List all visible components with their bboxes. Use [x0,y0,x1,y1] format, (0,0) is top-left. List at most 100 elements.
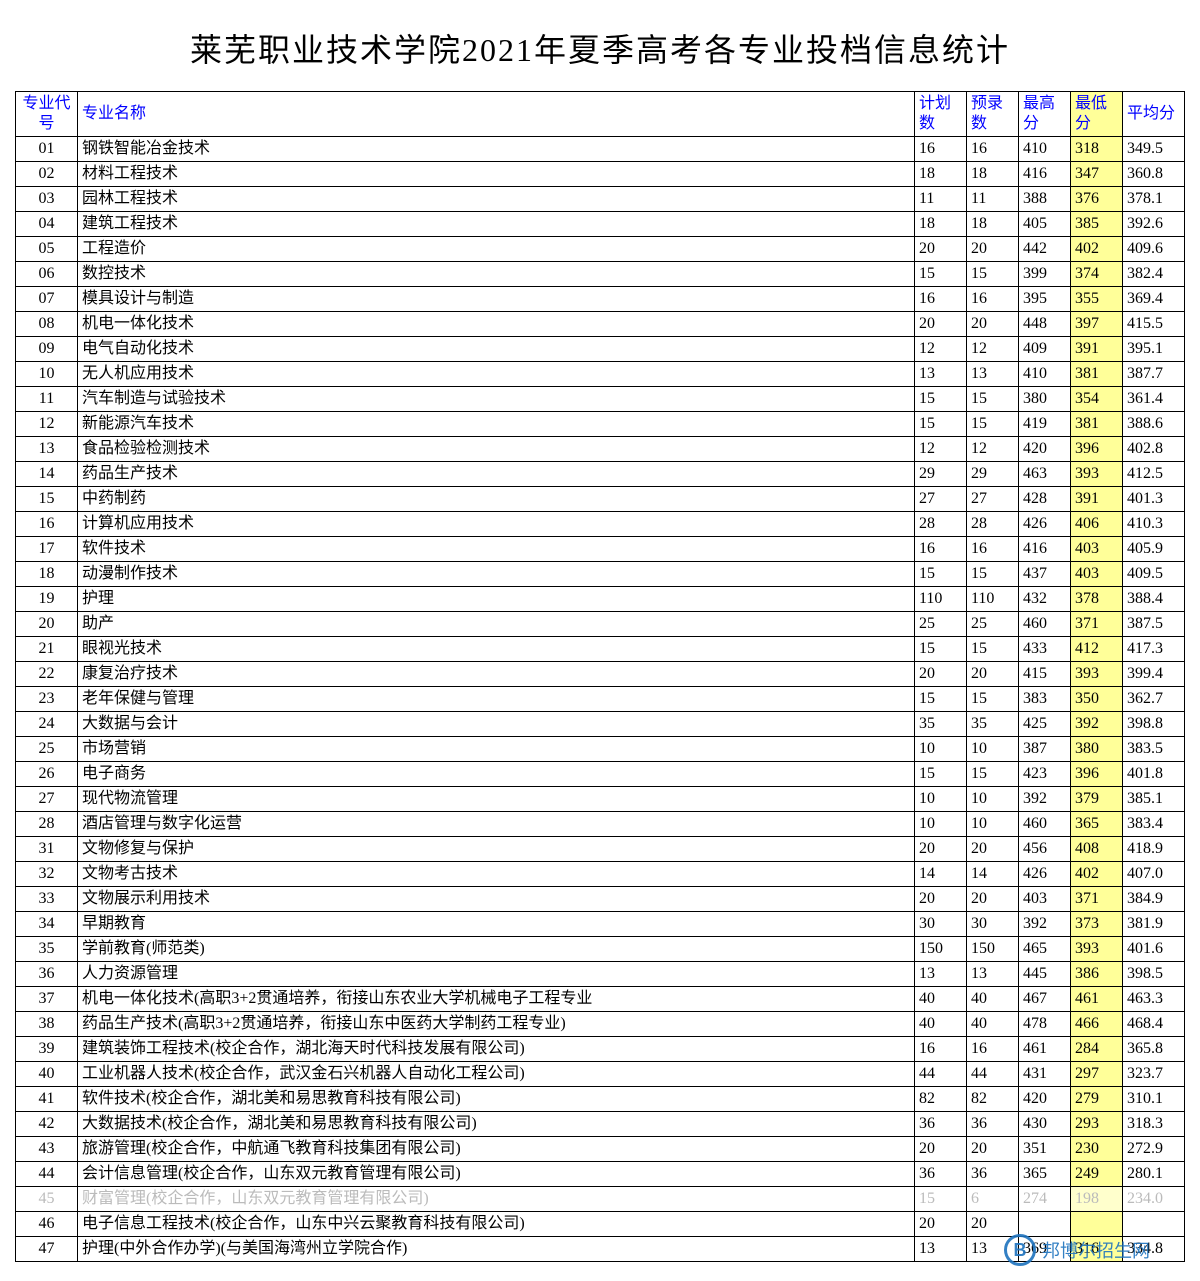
cell-code: 35 [16,937,78,962]
cell-code: 21 [16,637,78,662]
cell-max: 387 [1019,737,1071,762]
cell-code: 42 [16,1112,78,1137]
cell-name: 建筑工程技术 [78,212,915,237]
cell-code: 02 [16,162,78,187]
cell-max: 399 [1019,262,1071,287]
cell-pre: 20 [967,237,1019,262]
table-row: 09电气自动化技术1212409391395.1 [16,337,1185,362]
cell-max: 392 [1019,912,1071,937]
cell-plan: 20 [915,1212,967,1237]
cell-max: 388 [1019,187,1071,212]
cell-code: 45 [16,1187,78,1212]
cell-name: 药品生产技术(高职3+2贯通培养，衔接山东中医药大学制药工程专业) [78,1012,915,1037]
cell-min: 393 [1071,462,1123,487]
cell-max: 430 [1019,1112,1071,1137]
cell-avg: 401.3 [1123,487,1185,512]
cell-plan: 40 [915,1012,967,1037]
header-pre: 预录数 [967,92,1019,137]
table-row: 15中药制药2727428391401.3 [16,487,1185,512]
cell-avg: 234.0 [1123,1187,1185,1212]
cell-code: 15 [16,487,78,512]
cell-plan: 15 [915,637,967,662]
cell-plan: 29 [915,462,967,487]
cell-max: 432 [1019,587,1071,612]
cell-pre: 27 [967,487,1019,512]
table-row: 04建筑工程技术1818405385392.6 [16,212,1185,237]
table-row: 38药品生产技术(高职3+2贯通培养，衔接山东中医药大学制药工程专业)40404… [16,1012,1185,1037]
cell-code: 13 [16,437,78,462]
cell-name: 食品检验检测技术 [78,437,915,462]
cell-plan: 20 [915,887,967,912]
table-row: 35学前教育(师范类)150150465393401.6 [16,937,1185,962]
cell-min: 403 [1071,562,1123,587]
cell-name: 护理(中外合作办学)(与美国海湾州立学院合作) [78,1237,915,1262]
cell-min: 371 [1071,612,1123,637]
cell-code: 06 [16,262,78,287]
cell-avg: 323.7 [1123,1062,1185,1087]
cell-max: 460 [1019,612,1071,637]
cell-name: 康复治疗技术 [78,662,915,687]
cell-name: 电气自动化技术 [78,337,915,362]
cell-name: 动漫制作技术 [78,562,915,587]
cell-avg: 382.4 [1123,262,1185,287]
cell-pre: 13 [967,962,1019,987]
cell-plan: 15 [915,262,967,287]
cell-max: 365 [1019,1162,1071,1187]
header-max: 最高分 [1019,92,1071,137]
cell-plan: 14 [915,862,967,887]
cell-max: 425 [1019,712,1071,737]
cell-pre: 16 [967,1037,1019,1062]
cell-pre: 20 [967,662,1019,687]
cell-pre: 15 [967,637,1019,662]
cell-name: 学前教育(师范类) [78,937,915,962]
cell-code: 17 [16,537,78,562]
cell-avg: 468.4 [1123,1012,1185,1037]
cell-avg: 395.1 [1123,337,1185,362]
table-row: 23老年保健与管理1515383350362.7 [16,687,1185,712]
cell-plan: 20 [915,837,967,862]
cell-avg: 310.1 [1123,1087,1185,1112]
header-min: 最低分 [1071,92,1123,137]
cell-plan: 16 [915,287,967,312]
cell-code: 22 [16,662,78,687]
table-row: 03园林工程技术1111388376378.1 [16,187,1185,212]
cell-code: 24 [16,712,78,737]
cell-name: 市场营销 [78,737,915,762]
table-row: 21眼视光技术1515433412417.3 [16,637,1185,662]
cell-avg: 399.4 [1123,662,1185,687]
table-row: 01钢铁智能冶金技术1616410318349.5 [16,137,1185,162]
cell-min: 406 [1071,512,1123,537]
cell-code: 36 [16,962,78,987]
table-row: 41软件技术(校企合作，湖北美和易思教育科技有限公司)8282420279310… [16,1087,1185,1112]
cell-name: 药品生产技术 [78,462,915,487]
page-title: 莱芜职业技术学院2021年夏季高考各专业投档信息统计 [15,25,1185,71]
table-row: 45财富管理(校企合作，山东双元教育管理有限公司)156274198234.0 [16,1187,1185,1212]
cell-min: 393 [1071,662,1123,687]
cell-plan: 15 [915,412,967,437]
cell-plan: 18 [915,162,967,187]
cell-max: 426 [1019,862,1071,887]
cell-pre: 36 [967,1112,1019,1137]
cell-avg: 388.4 [1123,587,1185,612]
cell-min: 284 [1071,1037,1123,1062]
cell-plan: 20 [915,662,967,687]
cell-code: 12 [16,412,78,437]
table-row: 40工业机器人技术(校企合作，武汉金石兴机器人自动化工程公司)444443129… [16,1062,1185,1087]
cell-code: 08 [16,312,78,337]
table-row: 39建筑装饰工程技术(校企合作，湖北海天时代科技发展有限公司)161646128… [16,1037,1185,1062]
cell-pre: 82 [967,1087,1019,1112]
cell-avg: 412.5 [1123,462,1185,487]
cell-code: 41 [16,1087,78,1112]
cell-plan: 15 [915,562,967,587]
cell-max: 420 [1019,437,1071,462]
cell-name: 文物修复与保护 [78,837,915,862]
cell-avg: 415.5 [1123,312,1185,337]
watermark-text: 邦博尔招生网 [1042,1237,1150,1263]
cell-avg: 385.1 [1123,787,1185,812]
cell-max: 467 [1019,987,1071,1012]
cell-plan: 35 [915,712,967,737]
cell-pre: 110 [967,587,1019,612]
cell-name: 建筑装饰工程技术(校企合作，湖北海天时代科技发展有限公司) [78,1037,915,1062]
cell-code: 34 [16,912,78,937]
table-row: 25市场营销1010387380383.5 [16,737,1185,762]
